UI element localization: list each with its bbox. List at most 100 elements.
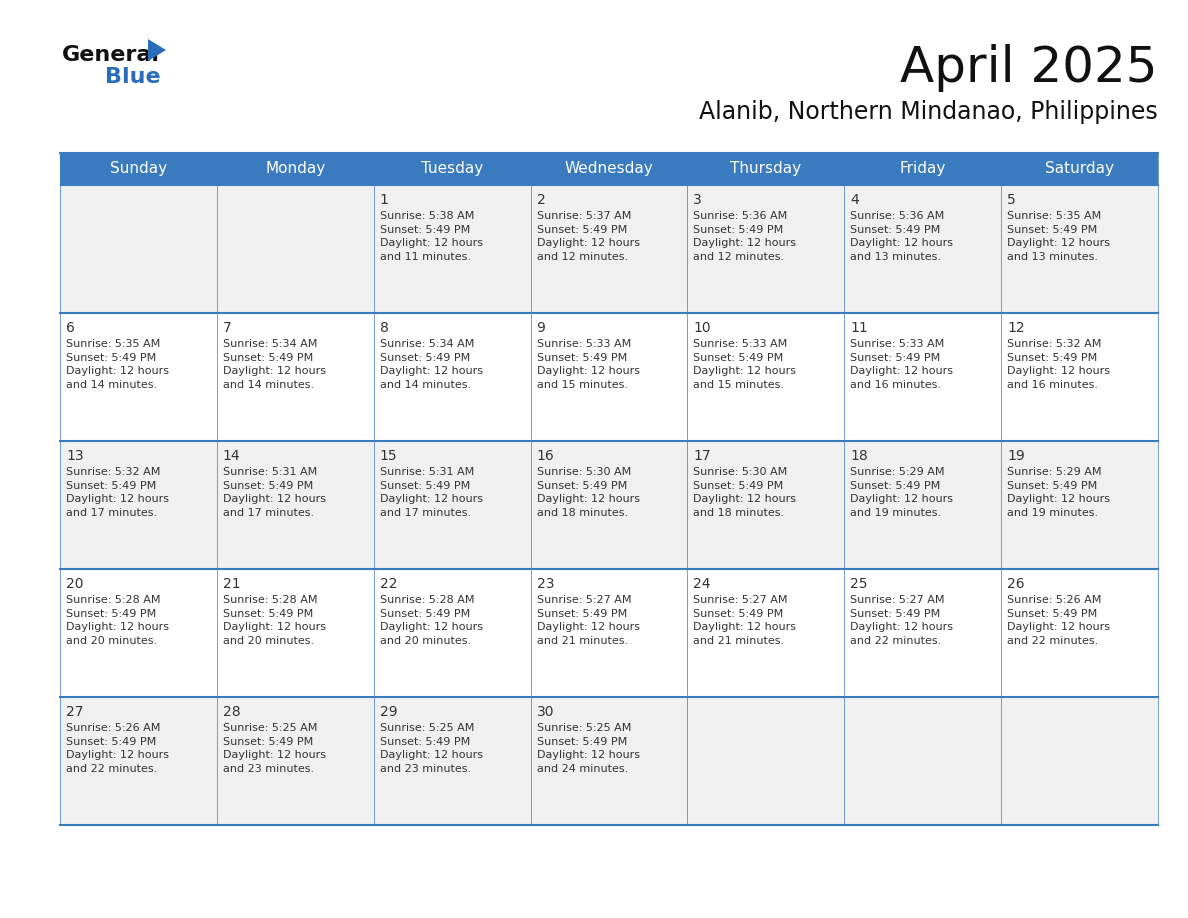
Text: Sunrise: 5:30 AM
Sunset: 5:49 PM
Daylight: 12 hours
and 18 minutes.: Sunrise: 5:30 AM Sunset: 5:49 PM Dayligh… <box>537 467 639 518</box>
Bar <box>845 185 1001 313</box>
Text: Sunrise: 5:33 AM
Sunset: 5:49 PM
Daylight: 12 hours
and 16 minutes.: Sunrise: 5:33 AM Sunset: 5:49 PM Dayligh… <box>851 339 953 390</box>
Bar <box>374 569 531 697</box>
Text: Sunrise: 5:26 AM
Sunset: 5:49 PM
Daylight: 12 hours
and 22 minutes.: Sunrise: 5:26 AM Sunset: 5:49 PM Dayligh… <box>1007 595 1110 645</box>
Bar <box>374 185 531 313</box>
Bar <box>1001 697 1158 825</box>
Bar <box>61 313 217 441</box>
Bar <box>217 313 374 441</box>
Text: Wednesday: Wednesday <box>564 162 653 176</box>
Text: Sunrise: 5:27 AM
Sunset: 5:49 PM
Daylight: 12 hours
and 21 minutes.: Sunrise: 5:27 AM Sunset: 5:49 PM Dayligh… <box>694 595 796 645</box>
Text: Sunrise: 5:27 AM
Sunset: 5:49 PM
Daylight: 12 hours
and 21 minutes.: Sunrise: 5:27 AM Sunset: 5:49 PM Dayligh… <box>537 595 639 645</box>
Text: Sunrise: 5:38 AM
Sunset: 5:49 PM
Daylight: 12 hours
and 11 minutes.: Sunrise: 5:38 AM Sunset: 5:49 PM Dayligh… <box>380 211 482 262</box>
Text: Sunrise: 5:29 AM
Sunset: 5:49 PM
Daylight: 12 hours
and 19 minutes.: Sunrise: 5:29 AM Sunset: 5:49 PM Dayligh… <box>1007 467 1110 518</box>
Text: 14: 14 <box>223 449 240 463</box>
Bar <box>845 153 1001 185</box>
Text: 11: 11 <box>851 321 868 335</box>
Bar <box>531 441 688 569</box>
Bar <box>531 153 688 185</box>
Text: 17: 17 <box>694 449 712 463</box>
Bar <box>688 153 845 185</box>
Text: Sunrise: 5:34 AM
Sunset: 5:49 PM
Daylight: 12 hours
and 14 minutes.: Sunrise: 5:34 AM Sunset: 5:49 PM Dayligh… <box>380 339 482 390</box>
Text: Sunrise: 5:25 AM
Sunset: 5:49 PM
Daylight: 12 hours
and 24 minutes.: Sunrise: 5:25 AM Sunset: 5:49 PM Dayligh… <box>537 723 639 774</box>
Bar <box>1001 313 1158 441</box>
Text: 2: 2 <box>537 193 545 207</box>
Text: 12: 12 <box>1007 321 1025 335</box>
Bar <box>374 441 531 569</box>
Bar <box>531 697 688 825</box>
Text: 5: 5 <box>1007 193 1016 207</box>
Text: 21: 21 <box>223 577 240 591</box>
Bar <box>61 153 217 185</box>
Text: 30: 30 <box>537 705 554 719</box>
Text: Sunrise: 5:32 AM
Sunset: 5:49 PM
Daylight: 12 hours
and 16 minutes.: Sunrise: 5:32 AM Sunset: 5:49 PM Dayligh… <box>1007 339 1110 390</box>
Text: 10: 10 <box>694 321 712 335</box>
Text: 7: 7 <box>223 321 232 335</box>
Text: 20: 20 <box>67 577 83 591</box>
Text: 3: 3 <box>694 193 702 207</box>
Bar <box>845 441 1001 569</box>
Bar <box>1001 569 1158 697</box>
Bar <box>374 313 531 441</box>
Bar <box>61 569 217 697</box>
Text: Sunrise: 5:25 AM
Sunset: 5:49 PM
Daylight: 12 hours
and 23 minutes.: Sunrise: 5:25 AM Sunset: 5:49 PM Dayligh… <box>223 723 326 774</box>
Text: 23: 23 <box>537 577 554 591</box>
Bar <box>374 697 531 825</box>
Text: Sunrise: 5:25 AM
Sunset: 5:49 PM
Daylight: 12 hours
and 23 minutes.: Sunrise: 5:25 AM Sunset: 5:49 PM Dayligh… <box>380 723 482 774</box>
Text: 4: 4 <box>851 193 859 207</box>
Text: 18: 18 <box>851 449 868 463</box>
Text: Sunrise: 5:32 AM
Sunset: 5:49 PM
Daylight: 12 hours
and 17 minutes.: Sunrise: 5:32 AM Sunset: 5:49 PM Dayligh… <box>67 467 169 518</box>
Text: 16: 16 <box>537 449 555 463</box>
Text: 13: 13 <box>67 449 83 463</box>
Text: April 2025: April 2025 <box>901 44 1158 92</box>
Text: Thursday: Thursday <box>731 162 802 176</box>
Text: Sunrise: 5:37 AM
Sunset: 5:49 PM
Daylight: 12 hours
and 12 minutes.: Sunrise: 5:37 AM Sunset: 5:49 PM Dayligh… <box>537 211 639 262</box>
Bar <box>61 697 217 825</box>
Text: 15: 15 <box>380 449 397 463</box>
Bar <box>217 569 374 697</box>
Text: Sunrise: 5:27 AM
Sunset: 5:49 PM
Daylight: 12 hours
and 22 minutes.: Sunrise: 5:27 AM Sunset: 5:49 PM Dayligh… <box>851 595 953 645</box>
Text: Sunrise: 5:34 AM
Sunset: 5:49 PM
Daylight: 12 hours
and 14 minutes.: Sunrise: 5:34 AM Sunset: 5:49 PM Dayligh… <box>223 339 326 390</box>
Text: Sunrise: 5:33 AM
Sunset: 5:49 PM
Daylight: 12 hours
and 15 minutes.: Sunrise: 5:33 AM Sunset: 5:49 PM Dayligh… <box>694 339 796 390</box>
Text: Sunrise: 5:35 AM
Sunset: 5:49 PM
Daylight: 12 hours
and 13 minutes.: Sunrise: 5:35 AM Sunset: 5:49 PM Dayligh… <box>1007 211 1110 262</box>
Text: Sunrise: 5:28 AM
Sunset: 5:49 PM
Daylight: 12 hours
and 20 minutes.: Sunrise: 5:28 AM Sunset: 5:49 PM Dayligh… <box>67 595 169 645</box>
Bar <box>845 569 1001 697</box>
Text: Sunrise: 5:31 AM
Sunset: 5:49 PM
Daylight: 12 hours
and 17 minutes.: Sunrise: 5:31 AM Sunset: 5:49 PM Dayligh… <box>380 467 482 518</box>
Text: Sunrise: 5:35 AM
Sunset: 5:49 PM
Daylight: 12 hours
and 14 minutes.: Sunrise: 5:35 AM Sunset: 5:49 PM Dayligh… <box>67 339 169 390</box>
Text: Sunrise: 5:36 AM
Sunset: 5:49 PM
Daylight: 12 hours
and 13 minutes.: Sunrise: 5:36 AM Sunset: 5:49 PM Dayligh… <box>851 211 953 262</box>
Text: 27: 27 <box>67 705 83 719</box>
Text: 24: 24 <box>694 577 710 591</box>
Text: Saturday: Saturday <box>1045 162 1114 176</box>
Bar <box>217 153 374 185</box>
Bar <box>688 441 845 569</box>
Text: 6: 6 <box>67 321 75 335</box>
Bar <box>61 185 217 313</box>
Text: 8: 8 <box>380 321 388 335</box>
Text: 1: 1 <box>380 193 388 207</box>
Text: Sunrise: 5:29 AM
Sunset: 5:49 PM
Daylight: 12 hours
and 19 minutes.: Sunrise: 5:29 AM Sunset: 5:49 PM Dayligh… <box>851 467 953 518</box>
Text: 22: 22 <box>380 577 397 591</box>
Bar <box>688 697 845 825</box>
Text: 25: 25 <box>851 577 867 591</box>
Text: Sunday: Sunday <box>109 162 168 176</box>
Text: Alanib, Northern Mindanao, Philippines: Alanib, Northern Mindanao, Philippines <box>700 100 1158 124</box>
Bar <box>688 313 845 441</box>
Bar <box>531 185 688 313</box>
Bar <box>61 441 217 569</box>
Bar <box>1001 441 1158 569</box>
Text: Sunrise: 5:36 AM
Sunset: 5:49 PM
Daylight: 12 hours
and 12 minutes.: Sunrise: 5:36 AM Sunset: 5:49 PM Dayligh… <box>694 211 796 262</box>
Text: General: General <box>62 45 160 65</box>
Bar <box>217 441 374 569</box>
Text: Sunrise: 5:31 AM
Sunset: 5:49 PM
Daylight: 12 hours
and 17 minutes.: Sunrise: 5:31 AM Sunset: 5:49 PM Dayligh… <box>223 467 326 518</box>
Bar <box>1001 185 1158 313</box>
Text: Monday: Monday <box>265 162 326 176</box>
Bar <box>688 569 845 697</box>
Text: Blue: Blue <box>105 67 160 87</box>
Polygon shape <box>148 39 166 61</box>
Text: 28: 28 <box>223 705 240 719</box>
Bar <box>688 185 845 313</box>
Text: Sunrise: 5:28 AM
Sunset: 5:49 PM
Daylight: 12 hours
and 20 minutes.: Sunrise: 5:28 AM Sunset: 5:49 PM Dayligh… <box>223 595 326 645</box>
Text: Sunrise: 5:33 AM
Sunset: 5:49 PM
Daylight: 12 hours
and 15 minutes.: Sunrise: 5:33 AM Sunset: 5:49 PM Dayligh… <box>537 339 639 390</box>
Bar <box>531 569 688 697</box>
Bar <box>845 697 1001 825</box>
Bar <box>531 313 688 441</box>
